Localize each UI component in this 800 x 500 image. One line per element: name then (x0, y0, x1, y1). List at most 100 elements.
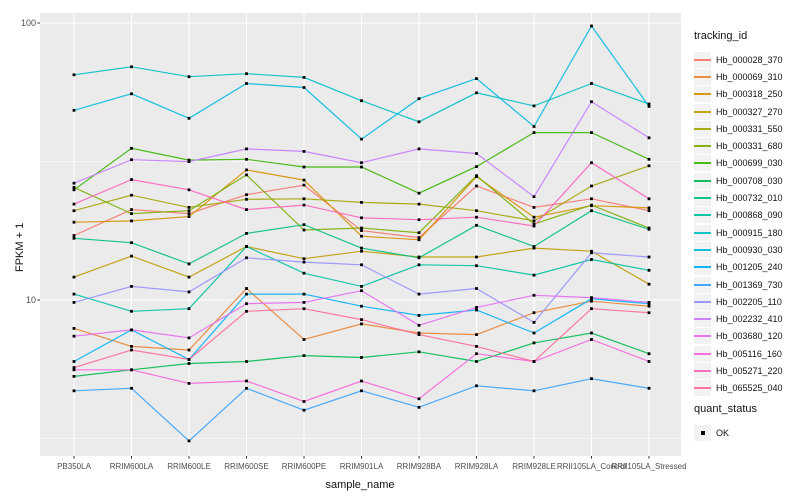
data-point-marker (590, 331, 593, 335)
data-point-marker (475, 215, 478, 219)
data-point-marker (187, 439, 191, 443)
data-point-marker (130, 65, 133, 69)
legend-item-label: Hb_000331_680 (716, 141, 783, 152)
data-point-marker (72, 389, 76, 393)
data-point-marker (130, 92, 133, 96)
data-point-marker (590, 307, 593, 311)
legend-key-line-icon (694, 138, 711, 155)
legend-item-Hb_000699_030: Hb_000699_030 (694, 155, 798, 172)
legend-item-Hb_000069_310: Hb_000069_310 (694, 68, 798, 85)
legend-title: tracking_id (694, 30, 748, 42)
y-tick-label-100: 100 (20, 18, 36, 28)
data-point-marker (417, 323, 421, 327)
data-point-marker (417, 238, 421, 242)
x-tick-label: RRIM600SE (224, 462, 269, 471)
quant-ok-key-icon (694, 424, 711, 441)
legend-item-Hb_001369_730: Hb_001369_730 (694, 276, 798, 293)
data-point-marker (72, 202, 76, 206)
legend-item-Hb_000327_270: Hb_000327_270 (694, 103, 798, 120)
x-tick-label: RRIM600LE (167, 462, 211, 471)
data-point-marker (475, 352, 478, 356)
data-point-marker (302, 203, 306, 207)
data-point-marker (417, 256, 421, 260)
data-point-marker (130, 254, 133, 258)
legend-tracking-id: tracking_id Hb_000028_370 Hb_000069_310 Hb… (694, 30, 798, 397)
data-point-marker (475, 255, 478, 259)
legend-key-line-icon (694, 380, 711, 397)
data-point-marker (360, 322, 363, 326)
data-point-marker (647, 209, 651, 213)
data-point-marker (245, 72, 248, 76)
data-point-marker (647, 282, 651, 286)
legend-key-line-icon (694, 328, 711, 345)
data-point-marker (187, 307, 191, 311)
data-point-marker (187, 206, 191, 209)
data-point-marker (532, 224, 536, 228)
data-point-marker (590, 299, 593, 303)
legend-key-line-icon (694, 190, 711, 207)
data-point-marker (475, 360, 478, 363)
data-point-marker (245, 245, 248, 248)
data-point-marker (647, 255, 651, 259)
data-point-marker (360, 246, 363, 250)
data-point-marker (302, 292, 306, 296)
legend-key-line-icon (694, 293, 711, 310)
data-point-marker (72, 188, 76, 192)
legend-key-line-icon (694, 259, 711, 276)
legend-key-line-icon (694, 311, 711, 328)
data-point-marker (532, 311, 536, 315)
data-point-marker (360, 99, 363, 103)
data-point-marker (302, 301, 306, 304)
data-point-marker (72, 186, 76, 189)
data-point-marker (130, 241, 133, 245)
legend-item-label: Hb_000028_370 (716, 54, 783, 65)
data-point-marker (72, 234, 76, 237)
data-point-marker (647, 164, 651, 168)
data-point-marker (647, 197, 651, 201)
data-point-marker (417, 405, 421, 409)
data-point-marker (532, 195, 536, 199)
data-point-marker (130, 178, 133, 181)
legend-item-label: Hb_005271_220 (716, 365, 783, 376)
data-point-marker (590, 131, 593, 134)
data-point-marker (360, 318, 363, 321)
legend-item-Hb_002232_410: Hb_002232_410 (694, 310, 798, 328)
data-point-marker (130, 212, 133, 215)
legend-item-Hb_000732_010: Hb_000732_010 (694, 189, 798, 207)
data-point-marker (245, 379, 248, 383)
data-point-marker (130, 345, 133, 348)
data-point-marker (302, 150, 306, 153)
data-point-marker (130, 219, 133, 223)
legend-item-Hb_000331_550: Hb_000331_550 (694, 120, 798, 137)
legend-key-line-icon (694, 362, 711, 379)
data-point-marker (245, 386, 248, 390)
data-point-marker (475, 184, 478, 188)
data-point-marker (647, 227, 651, 231)
data-point-marker (302, 257, 306, 261)
data-point-marker (475, 174, 478, 178)
data-point-marker (245, 82, 248, 85)
data-point-marker (72, 327, 76, 330)
data-point-marker (302, 408, 306, 412)
data-point-marker (417, 120, 421, 124)
data-point-marker (647, 304, 651, 308)
data-point-marker (130, 386, 133, 390)
data-point-marker (532, 215, 536, 219)
data-point-marker (647, 206, 651, 210)
data-point-marker (187, 215, 191, 218)
data-point-marker (532, 273, 536, 277)
legend-item-Hb_000708_030: Hb_000708_030 (694, 172, 798, 189)
legend-item-Hb_000915_180: Hb_000915_180 (694, 224, 798, 241)
legend-key-line-icon (694, 224, 711, 241)
data-point-marker (302, 86, 306, 89)
data-point-marker (360, 161, 363, 165)
data-point-marker (647, 386, 651, 390)
data-point-marker (245, 292, 248, 296)
data-point-marker (532, 293, 536, 297)
data-point-marker (130, 328, 133, 332)
data-point-marker (130, 208, 133, 211)
legend-item-ok: OK (694, 424, 798, 441)
legend-key-line-icon (694, 86, 711, 103)
data-point-marker (245, 208, 248, 211)
